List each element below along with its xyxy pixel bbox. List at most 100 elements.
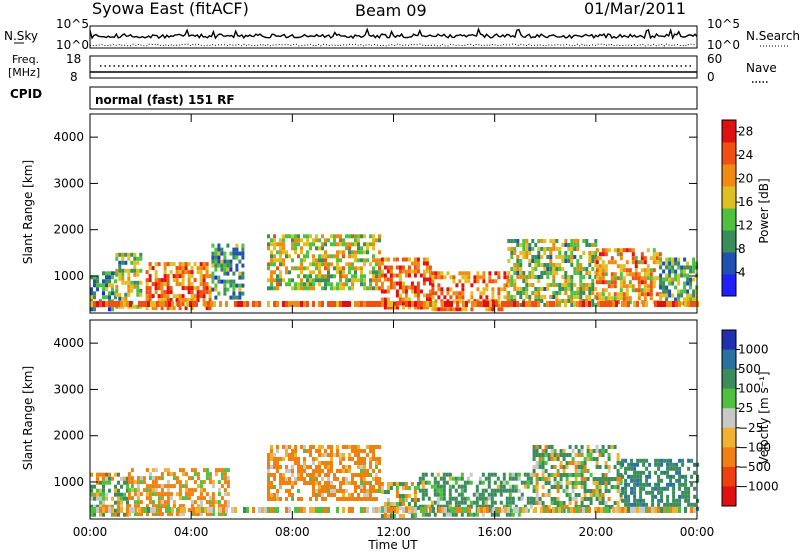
velocity-cell-2 xyxy=(369,457,372,461)
power-nearrange-cell xyxy=(207,301,210,307)
power-cell-1 xyxy=(127,252,131,257)
power-cell-5 xyxy=(407,273,411,278)
velocity-cell-4 xyxy=(502,472,506,477)
power-cell-7 xyxy=(558,247,562,251)
velocity-cell-4 xyxy=(421,512,425,517)
power-nearrange-cell xyxy=(357,301,360,307)
velocity-cell-6 xyxy=(678,478,682,483)
power-cell-8 xyxy=(655,276,659,281)
velocity-cell-0 xyxy=(123,512,126,517)
power-cell-6 xyxy=(497,287,501,292)
power-cell-2 xyxy=(151,282,155,287)
power-cell-7 xyxy=(510,247,514,251)
power-ylabel: Slant Range [km] xyxy=(21,160,35,264)
power-cell-0 xyxy=(108,307,111,312)
velocity-cell-1 xyxy=(163,492,167,497)
velocity-cell-5 xyxy=(532,465,536,469)
power-cell-4 xyxy=(306,274,309,279)
power-cell-8 xyxy=(634,288,638,293)
y-tick-label: 1000 xyxy=(53,269,84,283)
velocity-cell-2 xyxy=(342,453,345,457)
power-cell-7 xyxy=(588,271,592,275)
velocity-cell-1 xyxy=(130,480,134,485)
velocity-cell-0 xyxy=(105,472,108,477)
power-cell-2 xyxy=(154,290,158,295)
power-nearrange-cell xyxy=(684,301,687,307)
power-cell-3 xyxy=(211,279,215,284)
velocity-cell-6 xyxy=(633,462,637,467)
velocity-cell-5 xyxy=(547,509,551,513)
power-cell-8 xyxy=(616,248,620,253)
velocity-cell-1 xyxy=(217,468,221,473)
power-nearrange-cell xyxy=(564,301,567,307)
power-nearrange-cell xyxy=(294,301,297,307)
velocity-cell-6 xyxy=(639,486,643,491)
power-cell-2 xyxy=(157,286,161,291)
power-cell-7 xyxy=(510,251,514,255)
velocity-cell-1 xyxy=(223,468,227,473)
velocity-cell-2 xyxy=(309,449,312,453)
power-cell-5 xyxy=(407,285,411,290)
velocity-cell-5 xyxy=(535,497,539,501)
power-cell-8 xyxy=(595,276,599,281)
power-cell-4 xyxy=(360,250,363,255)
velocity-cell-4 xyxy=(427,512,431,517)
velocity-cell-0 xyxy=(126,504,129,509)
velocity-cell-2 xyxy=(342,445,345,449)
velocity-cell-6 xyxy=(684,474,688,479)
velocity-cell-4 xyxy=(490,512,494,517)
power-cell-3 xyxy=(238,275,242,280)
power-nearrange-cell xyxy=(330,301,333,307)
velocity-cell-2 xyxy=(372,477,375,481)
velocity-cell-5 xyxy=(538,445,542,449)
power-cell-2 xyxy=(169,298,173,303)
power-nearrange-cell xyxy=(282,301,285,307)
power-cell-6 xyxy=(446,307,450,312)
power-cell-4 xyxy=(342,282,345,287)
power-cell-7 xyxy=(519,295,523,299)
velocity-cell-6 xyxy=(681,458,685,463)
velocity-cell-5 xyxy=(565,489,569,493)
velocity-cell-6 xyxy=(684,486,688,491)
velocity-cell-2 xyxy=(366,473,369,477)
power-cell-7 xyxy=(591,303,595,307)
power-cell-2 xyxy=(178,282,182,287)
power-cell-7 xyxy=(564,243,568,247)
power-cell-3 xyxy=(226,287,230,292)
velocity-cell-1 xyxy=(199,480,203,485)
velocity-cell-6 xyxy=(666,470,670,475)
power-cell-5 xyxy=(395,305,399,310)
velocity-cell-2 xyxy=(342,481,345,485)
power-cell-1 xyxy=(136,260,140,265)
power-cell-9 xyxy=(662,293,666,298)
power-cell-9 xyxy=(689,265,693,270)
velocity-cell-3 xyxy=(392,482,396,486)
power-cell-4 xyxy=(336,258,339,263)
power-cell-5 xyxy=(389,285,393,290)
power-cell-2 xyxy=(154,262,158,267)
velocity-cell-1 xyxy=(208,496,212,501)
velocity-cell-5 xyxy=(556,453,560,457)
power-cell-2 xyxy=(175,298,179,303)
velocity-cell-4 xyxy=(448,492,452,497)
velocity-cell-5 xyxy=(580,461,584,465)
power-cell-7 xyxy=(588,295,592,299)
power-cell-3 xyxy=(238,259,242,264)
power-cell-8 xyxy=(646,272,650,277)
power-cell-7 xyxy=(516,259,520,263)
power-cell-5 xyxy=(392,281,396,286)
power-cell-4 xyxy=(324,254,327,259)
power-cell-8 xyxy=(631,256,635,261)
velocity-cell-1 xyxy=(181,472,185,477)
velocity-cell-3 xyxy=(413,514,417,518)
velocity-cell-2 xyxy=(267,493,270,497)
nsearch-tick-low: 10^0 xyxy=(707,38,740,52)
velocity-cell-4 xyxy=(430,472,434,477)
velocity-cell-5 xyxy=(580,449,584,453)
power-cell-4 xyxy=(348,250,351,255)
velocity-cell-2 xyxy=(339,485,342,489)
velocity-cell-4 xyxy=(526,472,530,477)
velocity-cell-5 xyxy=(541,493,545,497)
power-cell-7 xyxy=(510,267,514,271)
power-cell-9 xyxy=(692,277,696,282)
